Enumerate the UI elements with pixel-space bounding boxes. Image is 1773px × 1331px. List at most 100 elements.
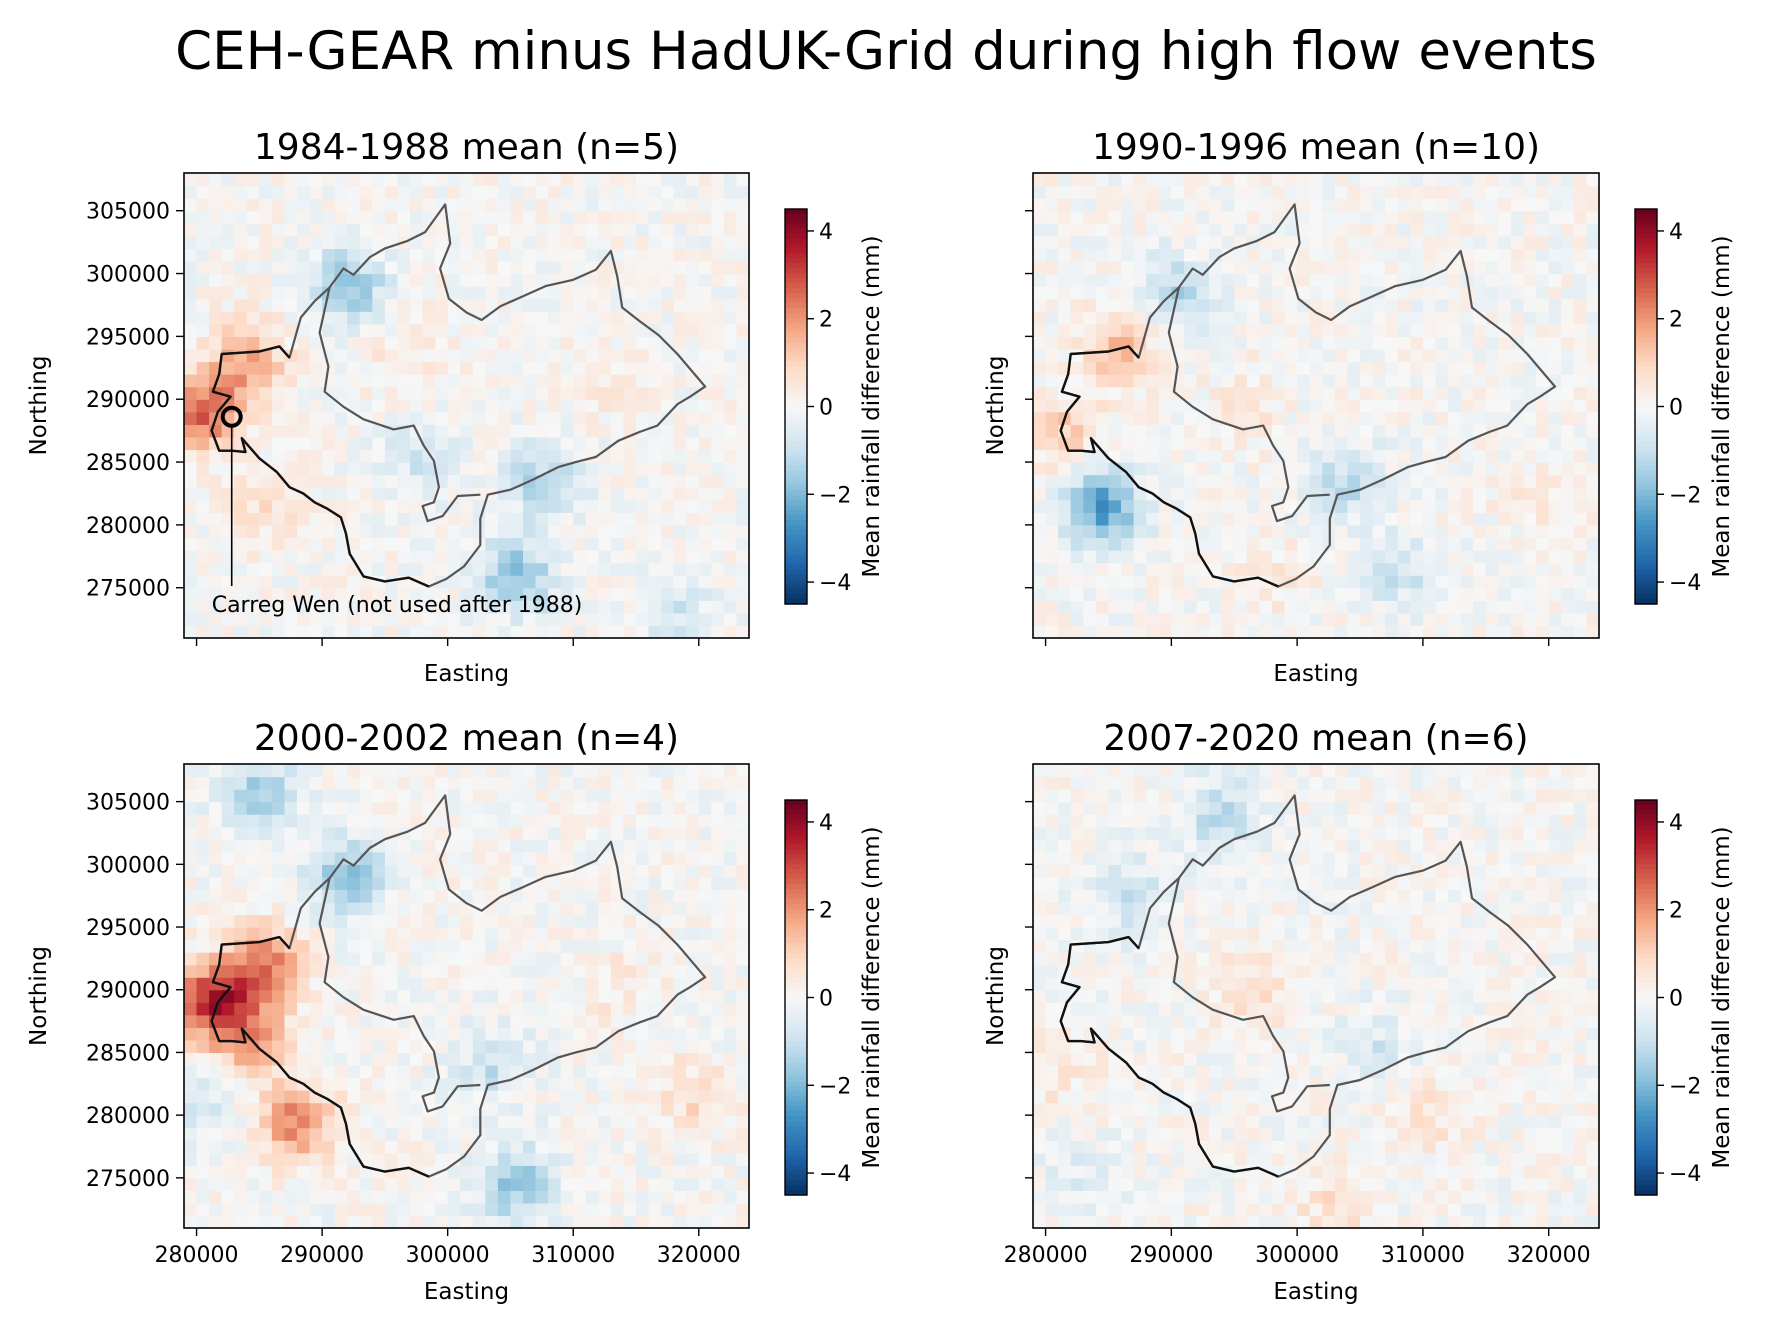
heatmap-cell — [1058, 286, 1072, 300]
heatmap-cell — [598, 801, 612, 815]
heatmap-cell — [271, 210, 286, 224]
heatmap-cell — [184, 952, 198, 966]
heatmap-cell — [410, 273, 424, 287]
heatmap-cell — [585, 964, 599, 978]
heatmap-cell — [410, 374, 424, 388]
heatmap-cell — [736, 587, 749, 601]
heatmap-cell — [184, 474, 198, 488]
heatmap-cell — [573, 1052, 587, 1066]
heatmap-cell — [1196, 424, 1210, 438]
heatmap-cell — [410, 499, 424, 513]
heatmap-cell — [196, 1002, 210, 1016]
heatmap-cell — [573, 864, 587, 878]
heatmap-cell — [686, 286, 700, 300]
colorbar-segment — [785, 529, 807, 536]
heatmap-cell — [271, 198, 286, 212]
heatmap-cell — [1347, 562, 1361, 576]
heatmap-cell — [1510, 248, 1525, 262]
heatmap-cell — [497, 1102, 512, 1116]
heatmap-cell — [1158, 424, 1172, 438]
heatmap-cell — [1284, 386, 1298, 400]
heatmap-cell — [309, 952, 323, 966]
heatmap-cell — [610, 764, 625, 778]
heatmap-cell — [284, 562, 298, 576]
heatmap-cell — [384, 814, 399, 828]
heatmap-cell — [246, 198, 260, 212]
heatmap-cell — [585, 1064, 599, 1079]
heatmap-cell — [636, 1027, 650, 1041]
heatmap-cell — [1422, 424, 1437, 438]
heatmap-cell — [686, 575, 700, 589]
heatmap-cell — [322, 173, 336, 187]
heatmap-cell — [284, 612, 298, 627]
heatmap-cell — [497, 914, 512, 928]
heatmap-cell — [1183, 348, 1198, 363]
heatmap-cell — [209, 1202, 223, 1217]
heatmap-cell — [234, 1002, 248, 1016]
colorbar-segment — [1635, 534, 1657, 541]
heatmap-cell — [1347, 524, 1361, 539]
heatmap-cell — [1121, 286, 1135, 300]
heatmap-cell — [309, 336, 323, 350]
heatmap-cell — [196, 1115, 210, 1129]
heatmap-cell — [1435, 198, 1449, 212]
heatmap-cell — [497, 1002, 512, 1016]
heatmap-cell — [1372, 223, 1386, 237]
heatmap-cell — [598, 499, 612, 513]
heatmap-cell — [284, 474, 298, 488]
heatmap-cell — [497, 235, 512, 250]
heatmap-cell — [1146, 386, 1160, 400]
heatmap-cell — [284, 1102, 298, 1116]
heatmap-cell — [447, 248, 461, 262]
heatmap-cell — [1284, 173, 1298, 187]
heatmap-cell — [410, 927, 424, 941]
heatmap-cell — [1133, 537, 1147, 551]
heatmap-cell — [1448, 399, 1462, 413]
heatmap-cell — [309, 260, 323, 275]
heatmap-cell — [497, 964, 512, 978]
heatmap-cell — [322, 801, 336, 815]
heatmap-cell — [1196, 223, 1210, 237]
heatmap-cell — [648, 1215, 662, 1228]
heatmap-cell — [372, 185, 386, 199]
heatmap-cell — [1183, 600, 1198, 614]
heatmap-cell — [384, 889, 399, 903]
heatmap-cell — [359, 487, 373, 501]
heatmap-cell — [460, 889, 474, 903]
heatmap-cell — [435, 223, 449, 237]
heatmap-cell — [510, 801, 524, 815]
heatmap-cell — [384, 361, 399, 375]
heatmap-cell — [322, 223, 336, 237]
heatmap-cell — [686, 361, 700, 375]
heatmap-cell — [661, 575, 675, 589]
heatmap-cell — [1360, 248, 1374, 262]
heatmap-cell — [1435, 374, 1449, 388]
heatmap-cell — [585, 914, 599, 928]
heatmap-cell — [322, 323, 336, 337]
heatmap-cell — [372, 952, 386, 966]
heatmap-cell — [661, 248, 675, 262]
heatmap-cell — [548, 386, 562, 400]
heatmap-cell — [259, 1202, 273, 1217]
heatmap-cell — [334, 889, 348, 903]
heatmap-cell — [523, 952, 537, 966]
heatmap-cell — [435, 424, 449, 438]
heatmap-cell — [535, 1215, 549, 1228]
heatmap-cell — [472, 436, 486, 451]
heatmap-cell — [297, 1140, 311, 1154]
heatmap-cell — [1259, 386, 1273, 400]
heatmap-cell — [347, 901, 361, 916]
heatmap-cell — [1397, 512, 1411, 526]
heatmap-cell — [221, 1177, 235, 1191]
heatmap-cell — [1121, 550, 1135, 564]
heatmap-cell — [585, 512, 599, 526]
heatmap-cell — [723, 436, 738, 451]
heatmap-cell — [284, 411, 298, 425]
heatmap-cell — [585, 248, 599, 262]
heatmap-cell — [397, 1115, 411, 1129]
heatmap-cell — [1083, 600, 1097, 614]
heatmap-cell — [384, 939, 399, 953]
heatmap-cell — [560, 1014, 574, 1028]
heatmap-cell — [1246, 524, 1260, 539]
heatmap-cell — [1196, 386, 1210, 400]
